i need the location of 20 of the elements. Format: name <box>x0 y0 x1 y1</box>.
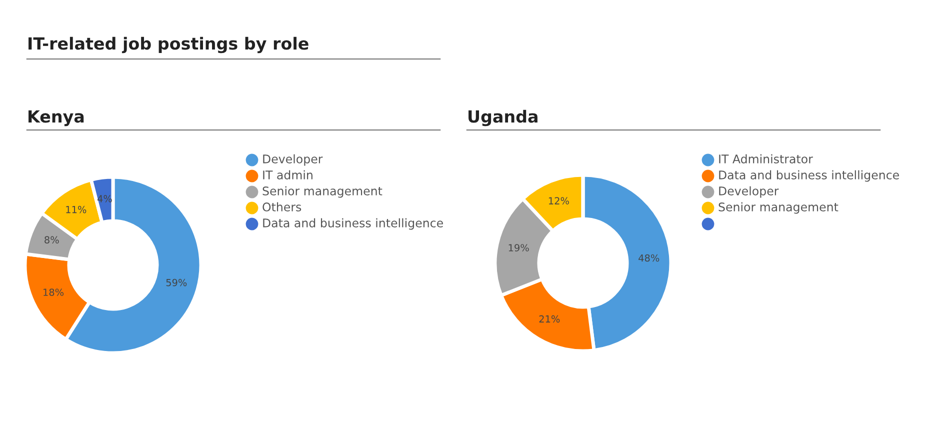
legend-label: Data and business intelligence <box>263 218 443 230</box>
data-label: 48% <box>638 254 660 262</box>
legend-label: IT admin <box>263 170 312 180</box>
legend-label: Developer <box>263 154 323 166</box>
legend-label: Data and business intelligence <box>719 170 899 182</box>
data-label: 18% <box>44 288 64 296</box>
text: IT-related job postings by role <box>28 36 308 54</box>
legend-label: Others <box>262 202 302 212</box>
data-label: 59% <box>166 278 187 286</box>
data-label: 19% <box>508 244 529 252</box>
chart-title: Kenya <box>28 110 84 126</box>
data-label: 12% <box>548 197 569 204</box>
data-label: 21% <box>539 315 560 323</box>
legend-label: Developer <box>719 186 779 198</box>
legend-label: Senior management <box>262 186 382 198</box>
chart-title: Uganda <box>468 110 538 126</box>
data-label: 8% <box>44 236 59 244</box>
legend-label: Senior management <box>718 202 838 214</box>
legend-label: IT Administrator <box>719 154 813 164</box>
data-label: 11% <box>66 206 86 214</box>
